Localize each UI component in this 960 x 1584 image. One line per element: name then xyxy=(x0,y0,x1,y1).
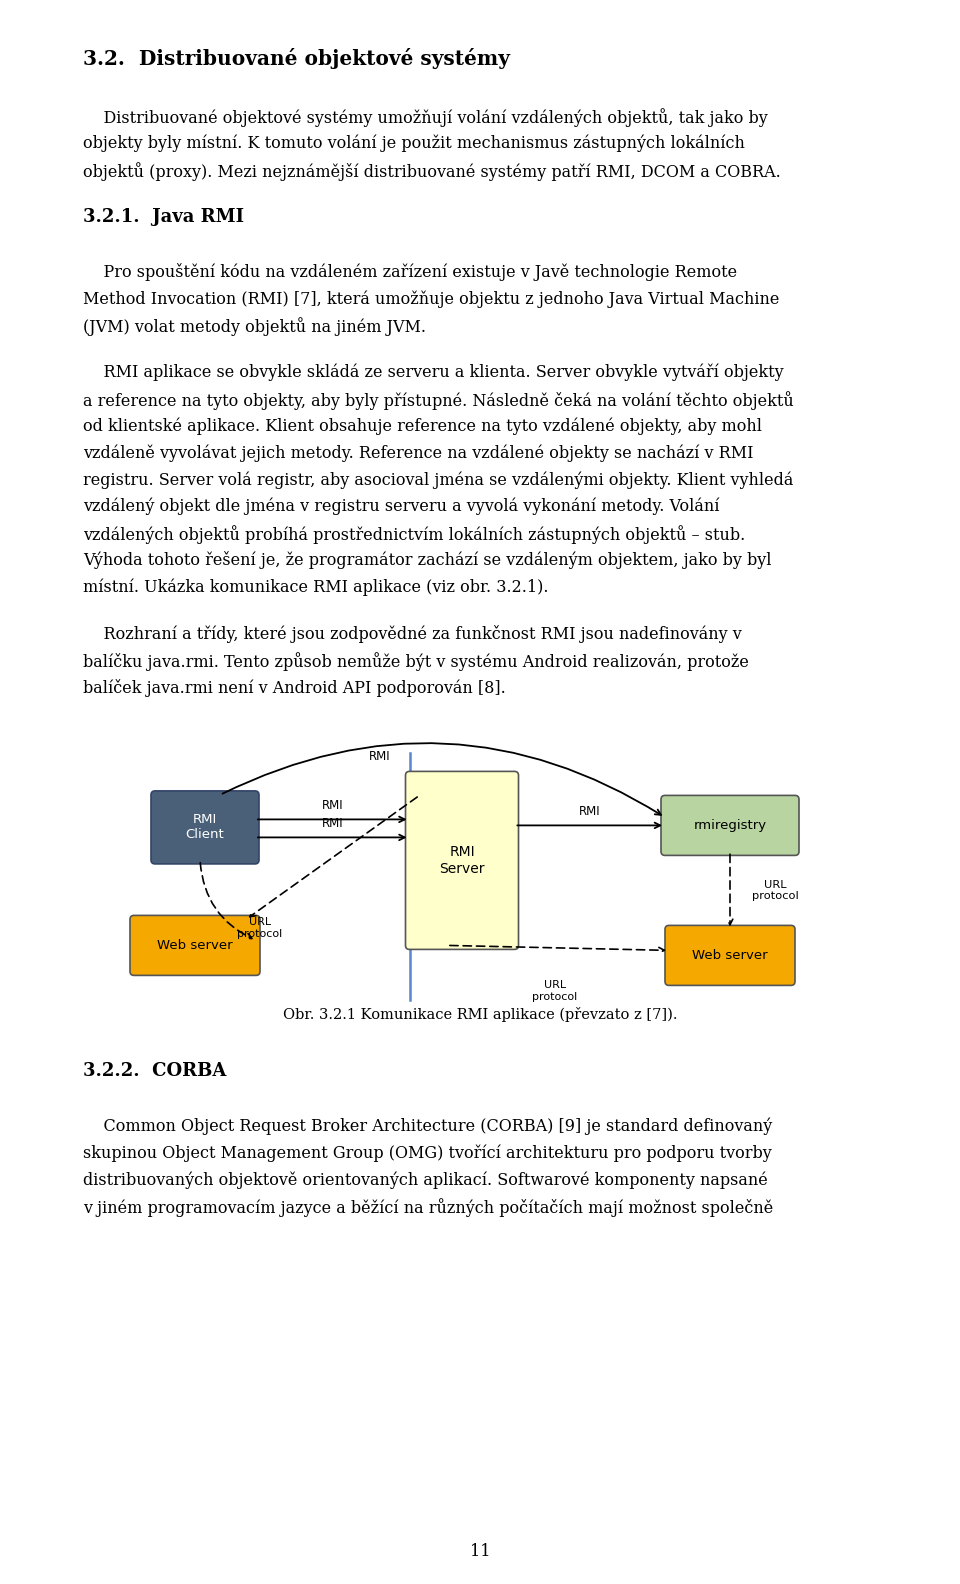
Text: Výhoda tohoto řešení je, že programátor zachází se vzdáleným objektem, jako by b: Výhoda tohoto řešení je, že programátor … xyxy=(83,551,772,569)
FancyBboxPatch shape xyxy=(405,771,518,949)
Text: Obr. 3.2.1 Komunikace RMI aplikace (převzato z [7]).: Obr. 3.2.1 Komunikace RMI aplikace (přev… xyxy=(283,1007,677,1022)
Text: objekty byly místní. K tomuto volání je použit mechanismus zástupných lokálních: objekty byly místní. K tomuto volání je … xyxy=(83,135,745,152)
Text: od klientské aplikace. Klient obsahuje reference na tyto vzdálené objekty, aby m: od klientské aplikace. Klient obsahuje r… xyxy=(83,418,762,436)
Text: vzdálených objektů probíhá prostřednictvím lokálních zástupných objektů – stub.: vzdálených objektů probíhá prostřednictv… xyxy=(83,524,745,543)
Text: distribuovaných objektově orientovaných aplikací. Softwarové komponenty napsané: distribuovaných objektově orientovaných … xyxy=(83,1171,768,1188)
Text: 3.2.1.  Java RMI: 3.2.1. Java RMI xyxy=(83,209,244,227)
Text: Distribuované objektové systémy umožňují volání vzdálených objektů, tak jako by: Distribuované objektové systémy umožňují… xyxy=(83,108,768,127)
Text: Rozhraní a třídy, které jsou zodpovědné za funkčnost RMI jsou nadefinovány v: Rozhraní a třídy, které jsou zodpovědné … xyxy=(83,626,742,643)
Text: v jiném programovacím jazyce a běžící na různých počítačích mají možnost společn: v jiném programovacím jazyce a běžící na… xyxy=(83,1198,773,1217)
Text: URL
protocol: URL protocol xyxy=(533,980,578,1003)
Text: RMI aplikace se obvykle skládá ze serveru a klienta. Server obvykle vytváří obje: RMI aplikace se obvykle skládá ze server… xyxy=(83,364,783,382)
Text: Web server: Web server xyxy=(157,939,233,952)
Text: 3.2.  Distribuované objektové systémy: 3.2. Distribuované objektové systémy xyxy=(83,48,510,70)
Text: 3.2.2.  CORBA: 3.2.2. CORBA xyxy=(83,1063,227,1080)
Text: RMI
Server: RMI Server xyxy=(440,846,485,876)
Text: RMI: RMI xyxy=(370,751,391,763)
Text: Method Invocation (RMI) [7], která umožňuje objektu z jednoho Java Virtual Machi: Method Invocation (RMI) [7], která umožň… xyxy=(83,290,780,307)
Text: RMI: RMI xyxy=(322,800,343,813)
Text: (JVM) volat metody objektů na jiném JVM.: (JVM) volat metody objektů na jiném JVM. xyxy=(83,317,426,336)
FancyBboxPatch shape xyxy=(661,795,799,855)
Text: RMI: RMI xyxy=(322,817,343,830)
Text: Common Object Request Broker Architecture (CORBA) [9] je standard definovaný: Common Object Request Broker Architectur… xyxy=(83,1117,772,1134)
FancyBboxPatch shape xyxy=(130,916,260,976)
Text: Web server: Web server xyxy=(692,949,768,961)
Text: skupinou Object Management Group (OMG) tvořící architekturu pro podporu tvorby: skupinou Object Management Group (OMG) t… xyxy=(83,1144,772,1161)
Text: a reference na tyto objekty, aby byly přístupné. Následně čeká na volání těchto : a reference na tyto objekty, aby byly př… xyxy=(83,391,794,410)
Text: RMI
Client: RMI Client xyxy=(185,814,225,841)
Text: balíček java.rmi není v Android API podporován [8].: balíček java.rmi není v Android API podp… xyxy=(83,678,506,697)
Text: RMI: RMI xyxy=(579,805,601,819)
Text: Pro spouštění kódu na vzdáleném zařízení existuje v Javě technologie Remote: Pro spouštění kódu na vzdáleném zařízení… xyxy=(83,263,737,282)
FancyBboxPatch shape xyxy=(151,790,259,863)
Text: URL
protocol: URL protocol xyxy=(752,879,799,901)
Text: registru. Server volá registr, aby asocioval jména se vzdálenými objekty. Klient: registru. Server volá registr, aby asoci… xyxy=(83,470,793,488)
Text: vzdáleně vyvolávat jejich metody. Reference na vzdálené objekty se nachází v RMI: vzdáleně vyvolávat jejich metody. Refere… xyxy=(83,444,754,461)
Text: 11: 11 xyxy=(469,1543,491,1560)
Text: objektů (proxy). Mezi nejznámější distribuované systémy patří RMI, DCOM a COBRA.: objektů (proxy). Mezi nejznámější distri… xyxy=(83,162,780,181)
Text: rmiregistry: rmiregistry xyxy=(693,819,767,832)
Text: URL
protocol: URL protocol xyxy=(237,917,282,939)
Text: místní. Ukázka komunikace RMI aplikace (viz obr. 3.2.1).: místní. Ukázka komunikace RMI aplikace (… xyxy=(83,578,548,596)
Text: vzdálený objekt dle jména v registru serveru a vyvolá vykonání metody. Volání: vzdálený objekt dle jména v registru ser… xyxy=(83,497,719,515)
FancyBboxPatch shape xyxy=(665,925,795,985)
Text: balíčku java.rmi. Tento způsob nemůže být v systému Android realizován, protože: balíčku java.rmi. Tento způsob nemůže bý… xyxy=(83,651,749,670)
